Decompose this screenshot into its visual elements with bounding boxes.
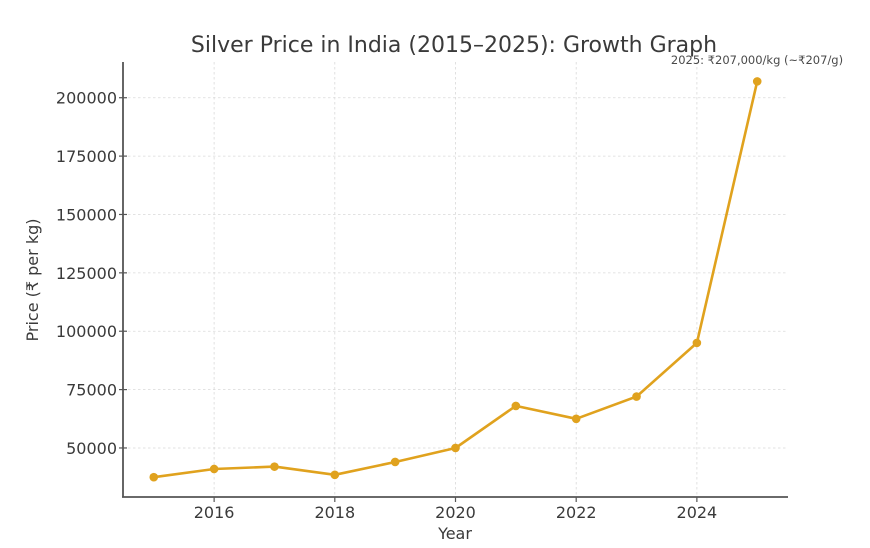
data-point-2015 (149, 472, 159, 482)
x-tick-label: 2020 (435, 503, 476, 522)
y-tick-label: 125000 (56, 264, 117, 283)
axes-layer (122, 62, 788, 498)
y-tick-label: 175000 (56, 147, 117, 166)
data-point-2018 (330, 470, 340, 480)
y-axis-label: Price (₹ per kg) (23, 219, 42, 342)
y-tick-label: 50000 (66, 439, 117, 458)
data-point-2024 (692, 338, 702, 348)
y-tick-label: 100000 (56, 322, 117, 341)
x-tick-label: 2016 (194, 503, 235, 522)
data-point-2019 (390, 457, 400, 467)
data-point-2020 (451, 443, 460, 453)
data-point-2016 (209, 464, 219, 474)
data-point-2021 (511, 401, 521, 411)
data-point-2017 (270, 462, 279, 471)
y-tick-label: 200000 (56, 89, 117, 108)
x-tick-label: 2024 (677, 503, 718, 522)
grid-layer (123, 62, 788, 497)
series-layer (149, 77, 762, 482)
annotation-2025: 2025: ₹207,000/kg (~₹207/g) (671, 53, 843, 67)
chart-title: Silver Price in India (2015–2025): Growt… (191, 33, 717, 58)
x-tick-label: 2022 (556, 503, 597, 522)
x-tick-label: 2018 (314, 503, 355, 522)
data-point-2022 (571, 414, 581, 424)
y-tick-label: 75000 (66, 381, 117, 400)
x-axis-label: Year (437, 524, 472, 543)
y-tick-label: 150000 (56, 205, 117, 224)
ticks-layer: 2016 2018 2020 2022 2024 50000 75000 100000 1250… (56, 89, 717, 522)
data-point-2023 (632, 392, 641, 401)
data-point-2025 (752, 77, 762, 86)
